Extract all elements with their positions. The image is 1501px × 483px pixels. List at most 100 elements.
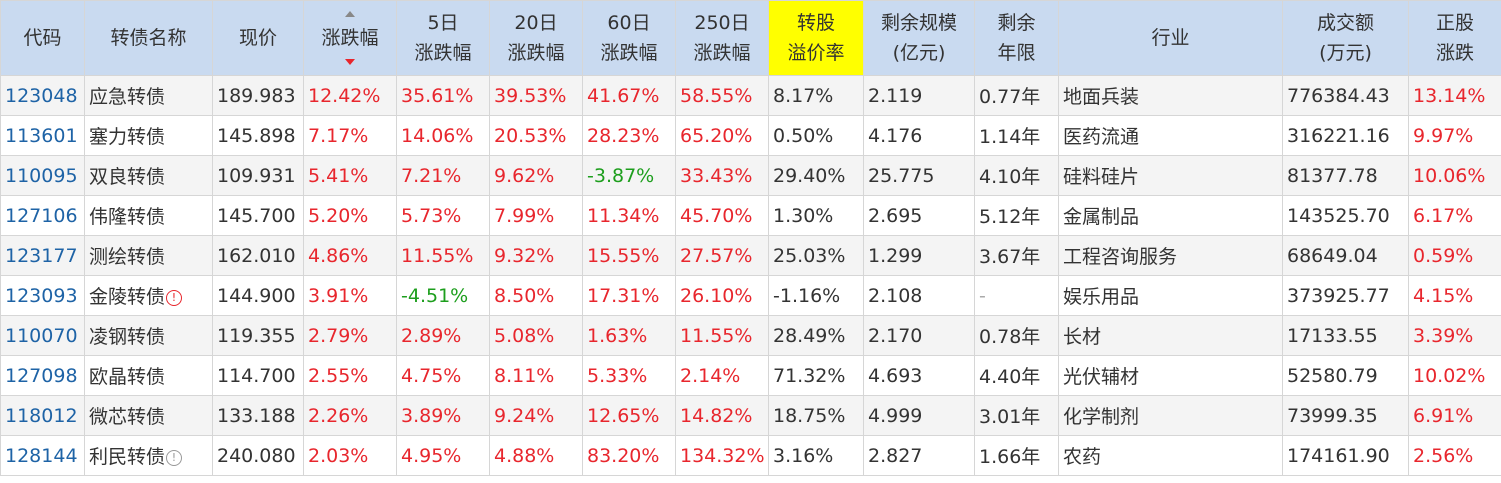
cell-code[interactable]: 118012 xyxy=(0,395,85,436)
cell-volume: 174161.90 xyxy=(1282,435,1409,476)
info-icon[interactable]: ! xyxy=(166,450,183,466)
col-volume[interactable]: 成交额 (万元) xyxy=(1282,0,1409,76)
cell-code[interactable]: 110070 xyxy=(0,315,85,356)
cell-20d-change: 9.32% xyxy=(489,235,583,276)
col-60d-change[interactable]: 60日 涨跌幅 xyxy=(582,0,676,76)
cell-250d-change: 11.55% xyxy=(675,315,769,356)
cell-name[interactable]: 测绘转债 xyxy=(84,235,213,276)
cell-name[interactable]: 欧晶转债 xyxy=(84,355,213,396)
cell-20d-change: 5.08% xyxy=(489,315,583,356)
table-row[interactable]: 113601 塞力转债 145.898 7.17% 14.06% 20.53% 28.23%… xyxy=(0,115,1501,156)
cell-name[interactable]: 金陵转债! xyxy=(84,275,213,316)
cell-code[interactable]: 127098 xyxy=(0,355,85,396)
bond-name[interactable]: 利民转债 xyxy=(89,446,166,468)
table-row[interactable]: 123093 金陵转债! 144.900 3.91% -4.51% 8.50% 17.31%… xyxy=(0,275,1501,316)
cell-code[interactable]: 113601 xyxy=(0,115,85,156)
cell-code[interactable]: 128144 xyxy=(0,435,85,476)
col-code[interactable]: 代码 xyxy=(0,0,85,76)
cell-price: 162.010 xyxy=(212,235,304,276)
cell-name[interactable]: 凌钢转债 xyxy=(84,315,213,356)
cell-name[interactable]: 应急转债 xyxy=(84,75,213,116)
cell-name[interactable]: 微芯转债 xyxy=(84,395,213,436)
cell-scale: 2.827 xyxy=(863,435,975,476)
cell-change: 5.41% xyxy=(303,155,397,196)
cell-industry: 娱乐用品 xyxy=(1058,275,1283,316)
cell-5d-change: 3.89% xyxy=(396,395,490,436)
bond-name[interactable]: 双良转债 xyxy=(89,166,166,188)
cell-years: 0.78年 xyxy=(974,315,1059,356)
cell-5d-change: 14.06% xyxy=(396,115,490,156)
col-price[interactable]: 现价 xyxy=(212,0,304,76)
cell-years: 1.14年 xyxy=(974,115,1059,156)
cell-scale: 4.176 xyxy=(863,115,975,156)
col-industry[interactable]: 行业 xyxy=(1058,0,1283,76)
cell-5d-change: 4.95% xyxy=(396,435,490,476)
cell-name[interactable]: 利民转债! xyxy=(84,435,213,476)
cell-price: 145.700 xyxy=(212,195,304,236)
bond-name[interactable]: 凌钢转债 xyxy=(89,326,166,348)
cell-volume: 373925.77 xyxy=(1282,275,1409,316)
table-row[interactable]: 128144 利民转债! 240.080 2.03% 4.95% 4.88% 83.20% 1… xyxy=(0,435,1501,476)
table-row[interactable]: 118012 微芯转债 133.188 2.26% 3.89% 9.24% 12.65% 14… xyxy=(0,395,1501,436)
cell-code[interactable]: 110095 xyxy=(0,155,85,196)
bond-name[interactable]: 微芯转债 xyxy=(89,406,166,428)
sort-asc-icon[interactable] xyxy=(345,11,355,17)
cell-60d-change: 41.67% xyxy=(582,75,676,116)
cell-code[interactable]: 123177 xyxy=(0,235,85,276)
col-name[interactable]: 转债名称 xyxy=(84,0,213,76)
bond-name[interactable]: 应急转债 xyxy=(89,86,166,108)
cell-code[interactable]: 123093 xyxy=(0,275,85,316)
cell-5d-change: 11.55% xyxy=(396,235,490,276)
cell-scale: 25.775 xyxy=(863,155,975,196)
warning-icon[interactable]: ! xyxy=(166,290,183,306)
col-conversion-premium[interactable]: 转股 溢价率 xyxy=(768,0,864,76)
table-row[interactable]: 123048 应急转债 189.983 12.42% 35.61% 39.53% 41.67… xyxy=(0,75,1501,116)
cell-250d-change: 65.20% xyxy=(675,115,769,156)
table-row[interactable]: 127106 伟隆转债 145.700 5.20% 5.73% 7.99% 11.34% 45… xyxy=(0,195,1501,236)
col-stock-change[interactable]: 正股 涨跌 xyxy=(1408,0,1501,76)
cell-premium: -1.16% xyxy=(768,275,864,316)
cell-premium: 28.49% xyxy=(768,315,864,356)
bond-name[interactable]: 测绘转债 xyxy=(89,246,166,268)
cell-premium: 29.40% xyxy=(768,155,864,196)
cell-250d-change: 58.55% xyxy=(675,75,769,116)
cell-stock-change: 3.39% xyxy=(1408,315,1501,356)
cell-stock-change: 10.02% xyxy=(1408,355,1501,396)
cell-volume: 316221.16 xyxy=(1282,115,1409,156)
cell-60d-change: 17.31% xyxy=(582,275,676,316)
bond-name[interactable]: 欧晶转债 xyxy=(89,366,166,388)
cell-name[interactable]: 塞力转债 xyxy=(84,115,213,156)
cell-name[interactable]: 双良转债 xyxy=(84,155,213,196)
cell-20d-change: 39.53% xyxy=(489,75,583,116)
col-20d-change[interactable]: 20日 涨跌幅 xyxy=(489,0,583,76)
bond-name[interactable]: 塞力转债 xyxy=(89,126,166,148)
table-row[interactable]: 110095 双良转债 109.931 5.41% 7.21% 9.62% -3.87% 33… xyxy=(0,155,1501,196)
cell-250d-change: 134.32% xyxy=(675,435,769,476)
cell-code[interactable]: 127106 xyxy=(0,195,85,236)
col-remaining-years[interactable]: 剩余 年限 xyxy=(974,0,1059,76)
bond-name[interactable]: 伟隆转债 xyxy=(89,206,166,228)
col-250d-change[interactable]: 250日 涨跌幅 xyxy=(675,0,769,76)
table-row[interactable]: 127098 欧晶转债 114.700 2.55% 4.75% 8.11% 5.33% 2.1… xyxy=(0,355,1501,396)
col-remaining-scale[interactable]: 剩余规模 (亿元) xyxy=(863,0,975,76)
cell-price: 144.900 xyxy=(212,275,304,316)
cell-industry: 光伏辅材 xyxy=(1058,355,1283,396)
cell-name[interactable]: 伟隆转债 xyxy=(84,195,213,236)
bond-name[interactable]: 金陵转债 xyxy=(89,286,166,308)
table-row[interactable]: 110070 凌钢转债 119.355 2.79% 2.89% 5.08% 1.63% 11.… xyxy=(0,315,1501,356)
cell-code[interactable]: 123048 xyxy=(0,75,85,116)
cell-60d-change: 28.23% xyxy=(582,115,676,156)
cell-change: 12.42% xyxy=(303,75,397,116)
cell-60d-change: 1.63% xyxy=(582,315,676,356)
cell-20d-change: 20.53% xyxy=(489,115,583,156)
cell-250d-change: 33.43% xyxy=(675,155,769,196)
col-change[interactable]: 涨跌幅 xyxy=(303,0,397,76)
cell-60d-change: 12.65% xyxy=(582,395,676,436)
cell-5d-change: 7.21% xyxy=(396,155,490,196)
table-row[interactable]: 123177 测绘转债 162.010 4.86% 11.55% 9.32% 15.55% 2… xyxy=(0,235,1501,276)
cell-change: 4.86% xyxy=(303,235,397,276)
col-5d-change[interactable]: 5日 涨跌幅 xyxy=(396,0,490,76)
sort-desc-icon[interactable] xyxy=(345,59,355,65)
table-body: 123048 应急转债 189.983 12.42% 35.61% 39.53% 41.67… xyxy=(0,75,1501,476)
cell-scale: 2.108 xyxy=(863,275,975,316)
